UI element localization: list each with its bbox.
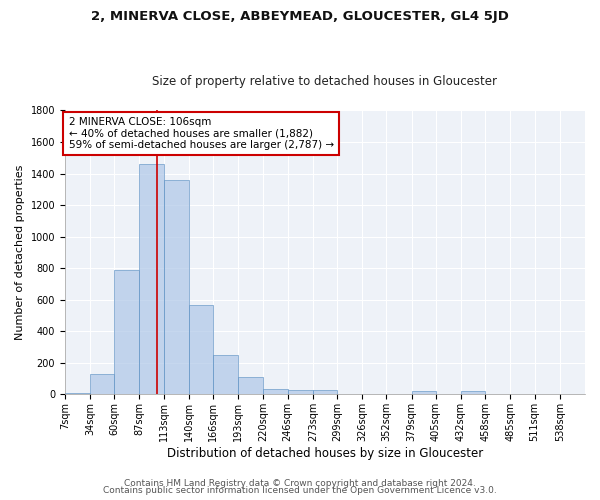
Text: 2, MINERVA CLOSE, ABBEYMEAD, GLOUCESTER, GL4 5JD: 2, MINERVA CLOSE, ABBEYMEAD, GLOUCESTER,… [91,10,509,23]
Bar [313,390,337,394]
Bar [164,180,189,394]
Bar [139,164,164,394]
Bar [189,304,213,394]
Title: Size of property relative to detached houses in Gloucester: Size of property relative to detached ho… [152,76,497,88]
Text: Contains HM Land Registry data © Crown copyright and database right 2024.: Contains HM Land Registry data © Crown c… [124,478,476,488]
Bar [461,392,485,394]
Y-axis label: Number of detached properties: Number of detached properties [15,165,25,340]
X-axis label: Distribution of detached houses by size in Gloucester: Distribution of detached houses by size … [167,447,483,460]
Text: 2 MINERVA CLOSE: 106sqm
← 40% of detached houses are smaller (1,882)
59% of semi: 2 MINERVA CLOSE: 106sqm ← 40% of detache… [68,117,334,150]
Bar [238,377,263,394]
Bar [90,374,115,394]
Bar [287,390,313,394]
Bar [213,355,238,395]
Bar [65,393,90,394]
Text: Contains public sector information licensed under the Open Government Licence v3: Contains public sector information licen… [103,486,497,495]
Bar [263,389,287,394]
Bar [115,270,139,394]
Bar [412,392,436,394]
